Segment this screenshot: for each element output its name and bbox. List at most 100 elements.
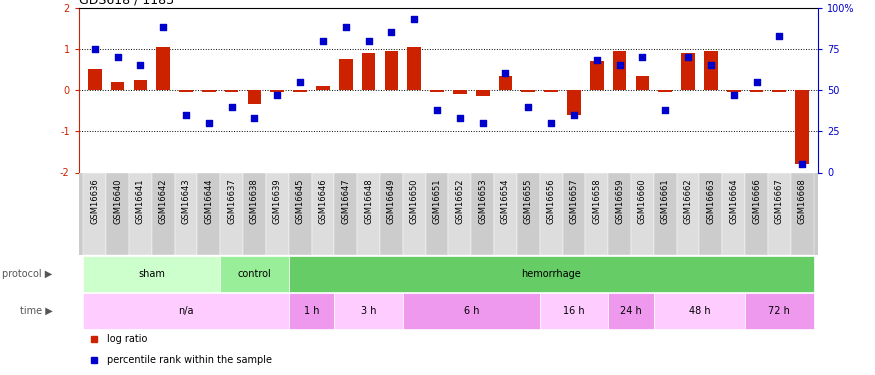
Point: [361, 38, 375, 44]
FancyBboxPatch shape: [472, 172, 494, 255]
Bar: [635, 76, 649, 90]
FancyBboxPatch shape: [312, 172, 334, 255]
Bar: [750, 90, 763, 92]
Point: [156, 24, 170, 30]
Bar: [88, 69, 102, 90]
Bar: [248, 90, 262, 104]
FancyBboxPatch shape: [540, 293, 608, 329]
Bar: [202, 90, 215, 92]
FancyBboxPatch shape: [220, 172, 243, 255]
Text: GSM16653: GSM16653: [478, 178, 487, 224]
FancyBboxPatch shape: [175, 172, 198, 255]
Text: GSM16638: GSM16638: [250, 178, 259, 224]
Text: GSM16639: GSM16639: [273, 178, 282, 224]
Text: GSM16641: GSM16641: [136, 178, 145, 224]
Bar: [567, 90, 581, 115]
Bar: [499, 76, 513, 90]
FancyBboxPatch shape: [699, 172, 722, 255]
Point: [681, 54, 695, 60]
FancyBboxPatch shape: [608, 172, 631, 255]
Point: [248, 115, 262, 121]
FancyBboxPatch shape: [289, 293, 334, 329]
FancyBboxPatch shape: [243, 172, 266, 255]
Point: [88, 46, 102, 52]
Text: GSM16661: GSM16661: [661, 178, 669, 224]
Bar: [408, 47, 421, 90]
Bar: [316, 86, 330, 90]
FancyBboxPatch shape: [402, 293, 540, 329]
Bar: [682, 53, 695, 90]
Text: GSM16657: GSM16657: [570, 178, 578, 224]
Bar: [773, 90, 786, 92]
Point: [544, 120, 558, 126]
Bar: [544, 90, 558, 92]
Point: [293, 79, 307, 85]
Text: 16 h: 16 h: [564, 306, 584, 316]
Text: GSM16644: GSM16644: [205, 178, 213, 224]
FancyBboxPatch shape: [563, 172, 585, 255]
Text: GSM16651: GSM16651: [432, 178, 442, 224]
FancyBboxPatch shape: [585, 172, 608, 255]
FancyBboxPatch shape: [608, 293, 654, 329]
Text: GSM16667: GSM16667: [775, 178, 784, 224]
Bar: [384, 51, 398, 90]
Text: hemorrhage: hemorrhage: [522, 269, 581, 279]
Bar: [293, 90, 307, 92]
FancyBboxPatch shape: [357, 172, 380, 255]
Text: GSM16646: GSM16646: [318, 178, 327, 224]
Point: [316, 38, 330, 44]
Bar: [727, 90, 740, 92]
Text: GSM16648: GSM16648: [364, 178, 373, 224]
Bar: [590, 61, 604, 90]
FancyBboxPatch shape: [334, 293, 402, 329]
Text: 24 h: 24 h: [620, 306, 642, 316]
FancyBboxPatch shape: [540, 172, 563, 255]
Text: GSM16668: GSM16668: [798, 178, 807, 224]
Bar: [522, 90, 536, 92]
FancyBboxPatch shape: [676, 172, 699, 255]
Bar: [179, 90, 192, 92]
FancyBboxPatch shape: [425, 172, 449, 255]
Point: [270, 92, 284, 98]
Text: GSM16649: GSM16649: [387, 178, 396, 224]
Point: [110, 54, 124, 60]
FancyBboxPatch shape: [722, 172, 746, 255]
Text: GSM16652: GSM16652: [455, 178, 465, 224]
Bar: [795, 90, 809, 164]
Bar: [704, 51, 717, 90]
Text: GDS618 / 1183: GDS618 / 1183: [79, 0, 174, 6]
Text: GSM16643: GSM16643: [181, 178, 191, 224]
Text: 3 h: 3 h: [360, 306, 376, 316]
Point: [567, 112, 581, 118]
Point: [453, 115, 467, 121]
Point: [727, 92, 741, 98]
FancyBboxPatch shape: [449, 172, 472, 255]
Bar: [430, 90, 444, 92]
FancyBboxPatch shape: [129, 172, 151, 255]
Point: [704, 62, 717, 68]
FancyBboxPatch shape: [289, 172, 312, 255]
Text: control: control: [238, 269, 271, 279]
Point: [476, 120, 490, 126]
FancyBboxPatch shape: [654, 293, 746, 329]
Point: [522, 104, 536, 110]
FancyBboxPatch shape: [791, 172, 814, 255]
Text: GSM16647: GSM16647: [341, 178, 350, 224]
Point: [407, 16, 421, 22]
Text: 72 h: 72 h: [768, 306, 790, 316]
Text: time ▶: time ▶: [20, 306, 52, 316]
Bar: [225, 90, 239, 92]
Point: [612, 62, 626, 68]
Point: [658, 107, 672, 113]
Bar: [612, 51, 626, 90]
FancyBboxPatch shape: [654, 172, 676, 255]
Text: GSM16659: GSM16659: [615, 178, 624, 224]
Point: [384, 29, 398, 35]
Point: [179, 112, 193, 118]
Bar: [157, 47, 170, 90]
FancyBboxPatch shape: [334, 172, 357, 255]
FancyBboxPatch shape: [402, 172, 425, 255]
FancyBboxPatch shape: [380, 172, 402, 255]
FancyBboxPatch shape: [768, 172, 791, 255]
FancyBboxPatch shape: [106, 172, 129, 255]
